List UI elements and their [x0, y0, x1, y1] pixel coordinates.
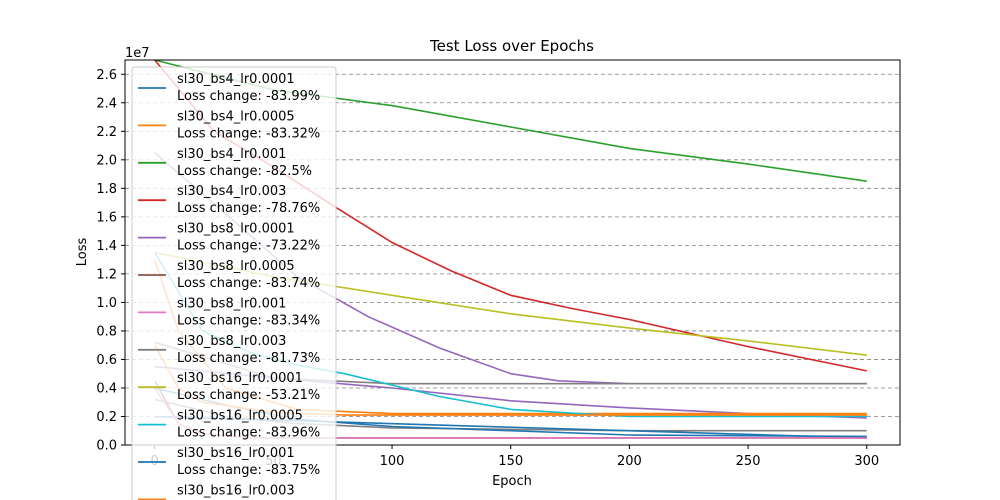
y-tick-label: 0.8: [96, 324, 117, 339]
legend-series-name: sl30_bs4_lr0.001: [177, 147, 286, 162]
y-tick-label: 2.6: [96, 68, 117, 83]
legend-loss-change: Loss change: -83.96%: [177, 426, 320, 441]
x-tick-label: 150: [498, 454, 523, 469]
legend-series-name: sl30_bs4_lr0.003: [177, 184, 286, 199]
legend-series-name: sl30_bs8_lr0.001: [177, 296, 286, 311]
legend-loss-change: Loss change: -73.22%: [177, 239, 320, 254]
y-tick-label: 0.4: [96, 381, 117, 396]
y-tick-label: 2.4: [96, 96, 117, 111]
y-tick-label: 0.2: [96, 410, 117, 425]
x-axis-label: Epoch: [492, 474, 532, 489]
x-tick-label: 300: [854, 454, 879, 469]
y-tick-label: 0.6: [96, 353, 117, 368]
y-axis-multiplier: 1e7: [125, 46, 150, 61]
legend-series-name: sl30_bs8_lr0.003: [177, 334, 286, 349]
y-tick-label: 1.2: [96, 267, 117, 282]
legend-loss-change: Loss change: -83.74%: [177, 276, 320, 291]
legend: sl30_bs4_lr0.0001 Loss change: -83.99% sl3…: [131, 66, 337, 500]
legend-series-name: sl30_bs8_lr0.0001: [177, 222, 295, 237]
legend-loss-change: Loss change: -53.21%: [177, 388, 320, 403]
legend-loss-change: Loss change: -83.32%: [177, 126, 320, 141]
y-tick-label: 0.0: [96, 439, 117, 454]
legend-loss-change: Loss change: -83.75%: [177, 463, 320, 478]
y-ticks: 0.0 0.2 0.4 0.6 0.8 1.0 1.2 1.4 1.6 1.8 2.0 2.2 2.4 2…: [96, 68, 125, 454]
y-axis-label: Loss: [75, 238, 90, 267]
legend-loss-change: Loss change: -82.5%: [177, 164, 312, 179]
legend-series-name: sl30_bs16_lr0.0005: [177, 409, 303, 424]
legend-series-name: sl30_bs16_lr0.0001: [177, 371, 303, 386]
plot-frame: [124, 59, 901, 446]
x-tick-label: 100: [380, 454, 405, 469]
legend-box: [131, 66, 337, 500]
legend-loss-change: Loss change: -83.99%: [177, 89, 320, 104]
legend-loss-change: Loss change: -78.76%: [177, 201, 320, 216]
legend-series-name: sl30_bs4_lr0.0001: [177, 72, 295, 87]
y-tick-label: 2.0: [96, 153, 117, 168]
y-tick-label: 1.4: [96, 239, 117, 254]
y-tick-label: 1.8: [96, 182, 117, 197]
x-tick-label: 200: [617, 454, 642, 469]
y-tick-label: 1.6: [96, 210, 117, 225]
x-tick-label: 250: [736, 454, 761, 469]
legend-series-name: sl30_bs16_lr0.003: [177, 483, 295, 498]
legend-series-name: sl30_bs16_lr0.001: [177, 446, 295, 461]
legend-series-name: sl30_bs8_lr0.0005: [177, 259, 295, 274]
legend-loss-change: Loss change: -83.34%: [177, 313, 320, 328]
chart-title: Test Loss over Epochs: [429, 37, 594, 55]
legend-loss-change: Loss change: -81.73%: [177, 351, 320, 366]
legend-series-name: sl30_bs4_lr0.0005: [177, 109, 295, 124]
y-tick-label: 2.2: [96, 125, 117, 140]
y-tick-label: 1.0: [96, 296, 117, 311]
